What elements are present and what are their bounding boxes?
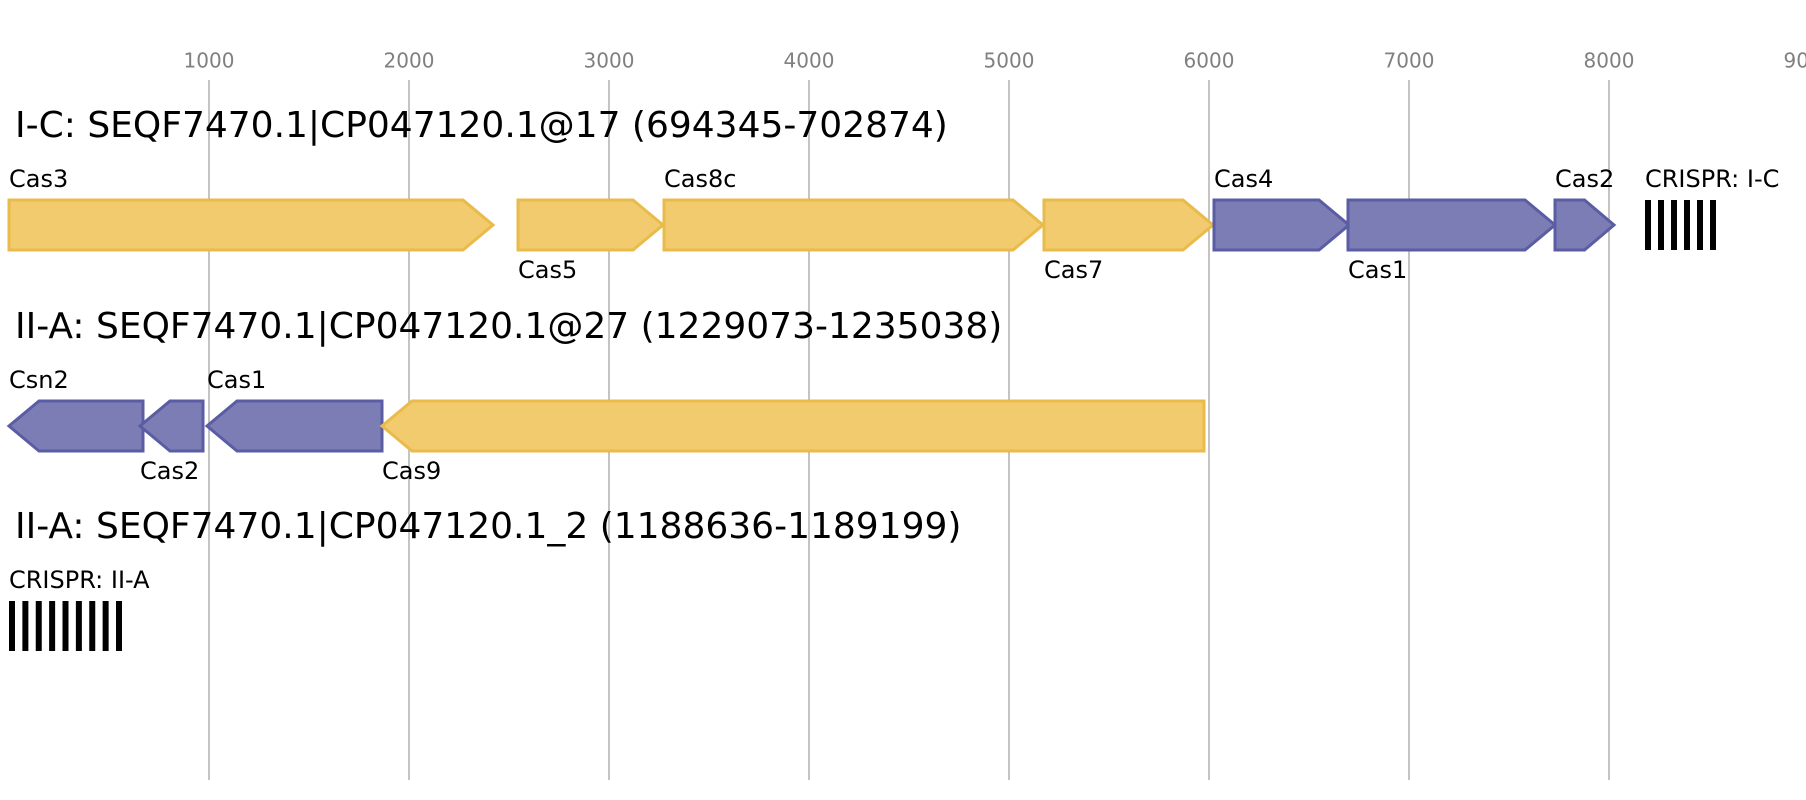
gene-label: Cas2 xyxy=(1555,165,1614,193)
crispr-repeat xyxy=(75,601,82,651)
gene-label: Cas1 xyxy=(207,366,266,394)
track-title: II-A: SEQF7470.1|CP047120.1@27 (1229073-… xyxy=(15,306,1002,347)
gene-arrow xyxy=(1346,198,1558,252)
crispr-repeat xyxy=(35,601,42,651)
x-tick-label: 1000 xyxy=(184,49,235,73)
x-tick-label: 2000 xyxy=(384,49,435,73)
crispr-repeat xyxy=(1697,200,1703,250)
gene-arrow xyxy=(6,399,145,453)
crispr-repeat xyxy=(1671,200,1677,250)
crispr-repeat xyxy=(1710,200,1716,250)
x-tick-label: 8000 xyxy=(1584,49,1635,73)
gene-arrow xyxy=(379,399,1206,453)
gene-arrow xyxy=(662,198,1046,252)
gene-label: Csn2 xyxy=(9,366,69,394)
gene-label: Cas2 xyxy=(140,457,199,485)
gene-label: CRISPR: II-A xyxy=(9,566,150,594)
gene-label: Cas1 xyxy=(1348,256,1407,284)
x-tick-label: 4000 xyxy=(784,49,835,73)
crispr-repeat xyxy=(49,601,56,651)
gene-label: Cas7 xyxy=(1044,256,1103,284)
crispr-repeat xyxy=(1658,200,1664,250)
gene-arrow xyxy=(1553,198,1617,252)
crispr-repeat xyxy=(116,601,122,651)
gene-label: Cas5 xyxy=(518,256,577,284)
gene-arrow xyxy=(1042,198,1216,252)
crispr-repeat xyxy=(89,601,96,651)
crispr-repeat xyxy=(1684,200,1690,250)
gene-label: Cas4 xyxy=(1214,165,1273,193)
crispr-repeat xyxy=(1645,200,1651,250)
x-tick-label: 3000 xyxy=(584,49,635,73)
gene-arrow xyxy=(137,399,205,453)
gene-arrow xyxy=(204,399,384,453)
x-tick-label: 7000 xyxy=(1384,49,1435,73)
gene-arrow xyxy=(516,198,666,252)
x-tick-label: 9000 xyxy=(1784,49,1806,73)
gene-label: Cas3 xyxy=(9,165,68,193)
gene-label: CRISPR: I-C xyxy=(1645,165,1779,193)
x-tick-label: 5000 xyxy=(984,49,1035,73)
gene-arrow xyxy=(1212,198,1352,252)
gene-label: Cas8c xyxy=(664,165,736,193)
crispr-repeat xyxy=(62,601,69,651)
track-title: II-A: SEQF7470.1|CP047120.1_2 (1188636-1… xyxy=(15,506,961,547)
gene-arrow xyxy=(7,198,496,252)
crispr-repeat xyxy=(9,601,15,651)
crispr-repeat xyxy=(22,601,29,651)
track-title: I-C: SEQF7470.1|CP047120.1@17 (694345-70… xyxy=(15,105,948,146)
gene-label: Cas9 xyxy=(382,457,441,485)
crispr-repeat xyxy=(102,601,109,651)
x-tick-label: 6000 xyxy=(1184,49,1235,73)
